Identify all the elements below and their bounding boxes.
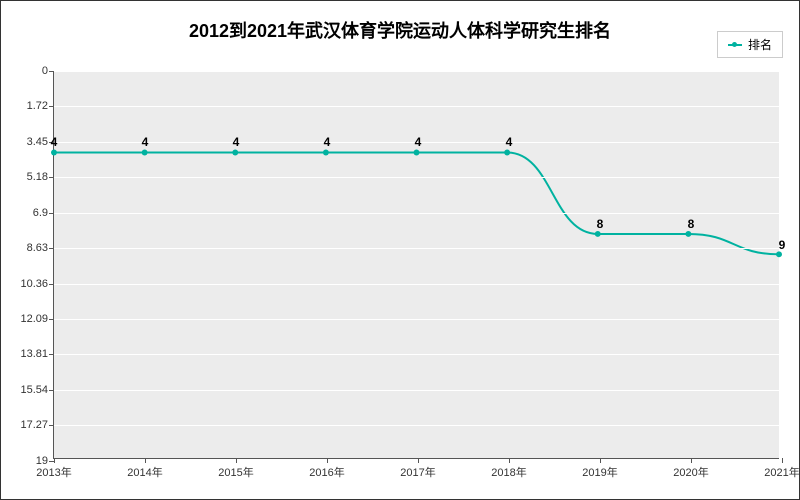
- y-axis-label: 6.9: [33, 207, 54, 219]
- gridline: [54, 284, 779, 285]
- y-axis-label: 15.54: [20, 384, 54, 396]
- chart-container: 2012到2021年武汉体育学院运动人体科学研究生排名 排名 01.723.45…: [0, 0, 800, 500]
- y-axis-label: 5.18: [27, 171, 54, 183]
- gridline: [54, 71, 779, 72]
- point-label: 8: [597, 217, 604, 231]
- data-point: [414, 149, 420, 155]
- chart-title: 2012到2021年武汉体育学院运动人体科学研究生排名: [1, 17, 799, 43]
- gridline: [54, 425, 779, 426]
- gridline: [54, 319, 779, 320]
- x-axis-label: 2015年: [218, 458, 253, 480]
- data-point: [776, 251, 782, 257]
- point-label: 8: [688, 217, 695, 231]
- y-axis-label: 17.27: [20, 419, 54, 431]
- point-label: 4: [324, 135, 331, 149]
- point-label: 4: [506, 135, 513, 149]
- gridline: [54, 106, 779, 107]
- x-axis-label: 2016年: [309, 458, 344, 480]
- point-label: 9: [779, 238, 786, 252]
- gridline: [54, 177, 779, 178]
- data-point: [323, 149, 329, 155]
- gridline: [54, 248, 779, 249]
- data-point: [51, 149, 57, 155]
- data-point: [685, 231, 691, 237]
- y-axis-label: 12.09: [20, 313, 54, 325]
- legend-marker: [728, 44, 742, 46]
- data-point: [595, 231, 601, 237]
- y-axis-label: 0: [42, 65, 54, 77]
- y-axis-label: 1.72: [27, 100, 54, 112]
- gridline: [54, 354, 779, 355]
- legend: 排名: [717, 31, 783, 58]
- series-line: [54, 152, 779, 254]
- point-label: 4: [233, 135, 240, 149]
- gridline: [54, 213, 779, 214]
- y-axis-label: 13.81: [20, 348, 54, 360]
- point-label: 4: [51, 135, 58, 149]
- gridline: [54, 390, 779, 391]
- data-point: [142, 149, 148, 155]
- line-series: [54, 71, 779, 458]
- point-label: 4: [415, 135, 422, 149]
- point-label: 4: [142, 135, 149, 149]
- x-axis-label: 2020年: [673, 458, 708, 480]
- x-axis-label: 2017年: [400, 458, 435, 480]
- plot-area: 01.723.455.186.98.6310.3612.0913.8115.54…: [53, 71, 779, 459]
- x-axis-label: 2019年: [582, 458, 617, 480]
- x-axis-label: 2021年: [764, 458, 799, 480]
- y-axis-label: 10.36: [20, 278, 54, 290]
- x-axis-label: 2013年: [36, 458, 71, 480]
- data-point: [232, 149, 238, 155]
- data-point: [504, 149, 510, 155]
- x-axis-label: 2018年: [491, 458, 526, 480]
- x-axis-label: 2014年: [127, 458, 162, 480]
- legend-label: 排名: [748, 36, 772, 53]
- y-axis-label: 8.63: [27, 242, 54, 254]
